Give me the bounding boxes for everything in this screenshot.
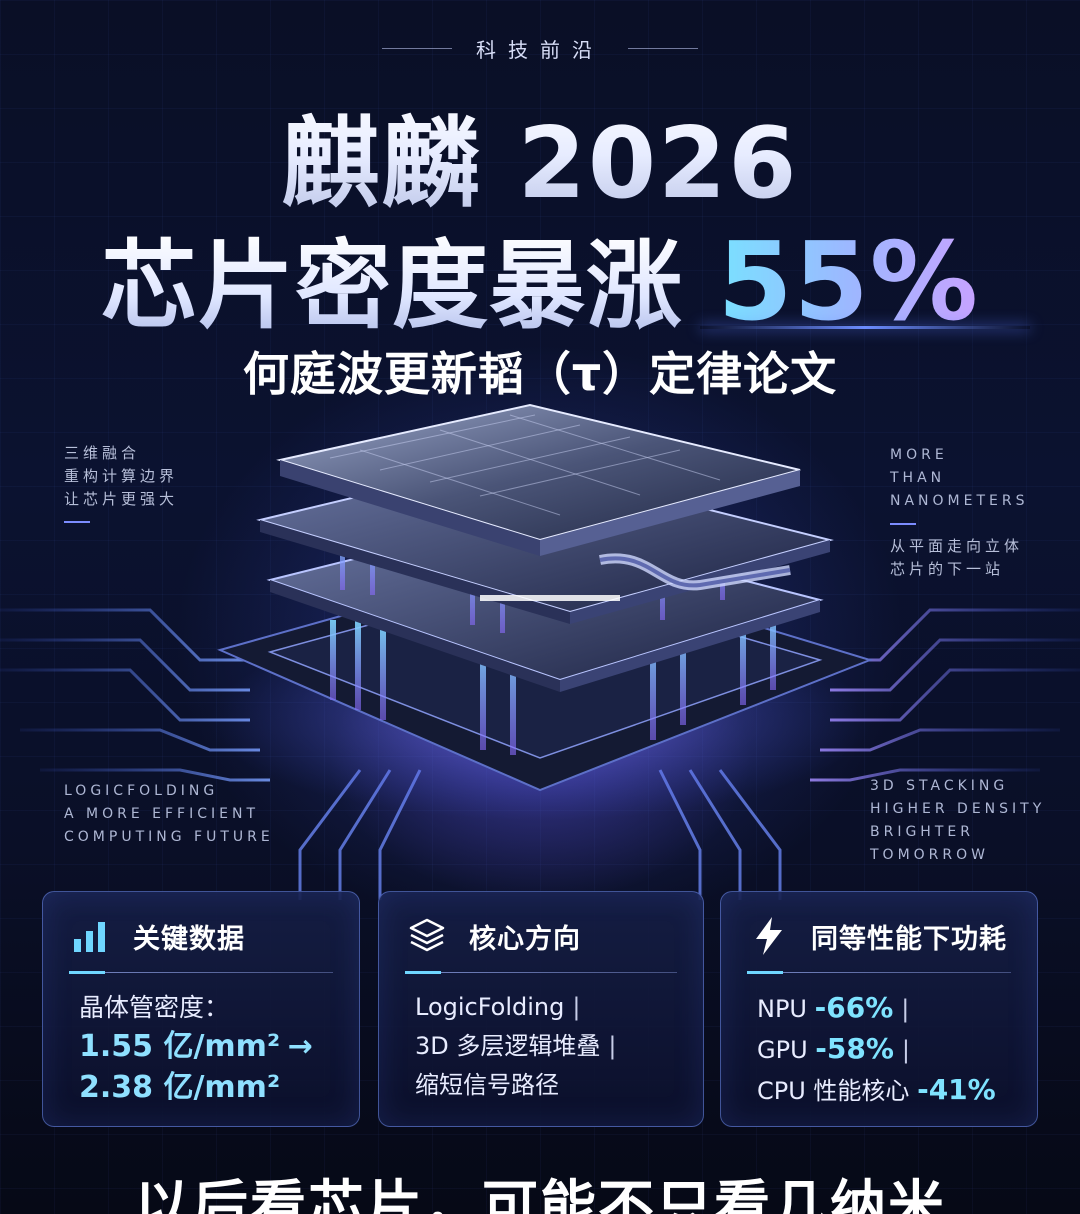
card-divider xyxy=(69,971,333,974)
note-line: A MORE EFFICIENT xyxy=(64,806,260,822)
card-title: 关键数据 xyxy=(133,923,245,955)
side-note-top-left: 三维融合 重构计算边界 让芯片更强大 xyxy=(64,442,178,533)
power-row-npu: NPU -66% | xyxy=(757,988,1017,1029)
card-body: 晶体管密度： 1.55 亿/mm² → 2.38 亿/mm² xyxy=(79,988,339,1109)
power-value: -66% xyxy=(814,991,894,1024)
side-note-top-right: MORE THAN NANOMETERS 从平面走向立体 芯片的下一站 xyxy=(890,444,1028,581)
note-line: LOGICFOLDING xyxy=(64,783,219,799)
bar-chart-icon xyxy=(71,916,111,956)
card-header: 核心方向 xyxy=(407,916,581,956)
separator: | xyxy=(901,1036,911,1064)
power-label: CPU 性能核心 xyxy=(757,1077,910,1105)
direction-item-text: 3D 多层逻辑堆叠 xyxy=(415,1032,601,1060)
card-body: LogicFolding | 3D 多层逻辑堆叠 | 缩短信号路径 xyxy=(415,988,683,1105)
note-line: 芯片的下一站 xyxy=(890,560,1005,578)
power-value: -58% xyxy=(815,1032,894,1065)
arrow-right-icon: → xyxy=(287,1029,313,1064)
side-note-bottom-right: 3D STACKING HIGHER DENSITY BRIGHTER TOMO… xyxy=(870,775,1080,867)
subtitle: 何庭波更新韬（τ）定律论文 xyxy=(242,347,838,401)
power-label: GPU xyxy=(757,1036,808,1064)
note-line: 让芯片更强大 xyxy=(64,490,179,508)
direction-item: 缩短信号路径 xyxy=(415,1066,683,1105)
stacked-chip-illustration xyxy=(210,403,874,820)
density-to-value: 2.38 亿/mm² xyxy=(79,1070,281,1105)
card-divider xyxy=(405,971,677,974)
note-dash xyxy=(890,523,916,525)
direction-item: 3D 多层逻辑堆叠 | xyxy=(415,1027,683,1066)
separator: | xyxy=(608,1032,617,1060)
footer-tagline: 以后看芯片，可能不只看几纳米 xyxy=(134,1175,946,1214)
kicker-line-right xyxy=(628,48,698,49)
kicker-text: 科技前沿 xyxy=(476,38,604,62)
lightning-icon xyxy=(749,916,789,956)
info-cards: 关键数据 晶体管密度： 1.55 亿/mm² → 2.38 亿/mm² 核心方 xyxy=(42,891,1038,1127)
power-label: NPU xyxy=(757,995,807,1023)
power-value: -41% xyxy=(917,1073,996,1106)
title-headline: 芯片密度暴涨 xyxy=(101,230,684,342)
note-line: 从平面走向立体 xyxy=(890,537,1024,555)
side-note-bottom-left: LOGICFOLDING A MORE EFFICIENT COMPUTING … xyxy=(64,780,274,849)
density-from-row: 1.55 亿/mm² → xyxy=(79,1027,339,1068)
card-title: 同等性能下功耗 xyxy=(811,923,1007,955)
direction-item-text: 缩短信号路径 xyxy=(415,1071,559,1099)
layers-icon xyxy=(407,916,447,956)
direction-item-text: LogicFolding xyxy=(415,993,565,1021)
separator: | xyxy=(572,993,581,1021)
direction-item: LogicFolding | xyxy=(415,988,683,1027)
power-row-cpu: CPU 性能核心 -41% xyxy=(757,1070,1017,1111)
card-title: 核心方向 xyxy=(469,923,581,955)
note-line: 3D STACKING xyxy=(870,778,1009,794)
note-line: COMPUTING FUTURE xyxy=(64,829,274,845)
note-line: 重构计算边界 xyxy=(64,467,179,485)
title-line-2: 芯片密度暴涨 55% xyxy=(0,208,1080,347)
card-header: 同等性能下功耗 xyxy=(749,916,1007,956)
density-from-value: 1.55 亿/mm² xyxy=(79,1029,281,1064)
power-row-gpu: GPU -58% | xyxy=(757,1029,1017,1070)
density-to-row: 2.38 亿/mm² xyxy=(79,1068,339,1109)
card-header: 关键数据 xyxy=(71,916,245,956)
note-line: NANOMETERS xyxy=(890,493,1029,509)
title-percentage: 55% xyxy=(717,220,979,345)
density-label: 晶体管密度： xyxy=(79,993,230,1022)
kicker-row: 科技前沿 xyxy=(0,34,1080,63)
note-line: 三维融合 xyxy=(64,444,141,462)
note-line: THAN xyxy=(890,470,946,486)
card-core-direction: 核心方向 LogicFolding | 3D 多层逻辑堆叠 | 缩短信号路径 xyxy=(378,891,704,1127)
card-key-data: 关键数据 晶体管密度： 1.55 亿/mm² → 2.38 亿/mm² xyxy=(42,891,360,1127)
title-line-1: 麒麟 2026 xyxy=(0,84,1080,226)
card-power: 同等性能下功耗 NPU -66% | GPU -58% | CPU 性能核心 -41… xyxy=(720,891,1038,1127)
card-divider xyxy=(747,971,1011,974)
note-dash xyxy=(64,521,90,523)
title-glow-underline xyxy=(700,326,1030,329)
kicker-line-left xyxy=(382,48,452,49)
card-body: NPU -66% | GPU -58% | CPU 性能核心 -41% xyxy=(757,988,1017,1111)
note-line: HIGHER DENSITY xyxy=(870,801,1046,817)
note-line: BRIGHTER TOMORROW xyxy=(870,824,989,863)
note-line: MORE xyxy=(890,447,948,463)
separator: | xyxy=(901,995,910,1023)
